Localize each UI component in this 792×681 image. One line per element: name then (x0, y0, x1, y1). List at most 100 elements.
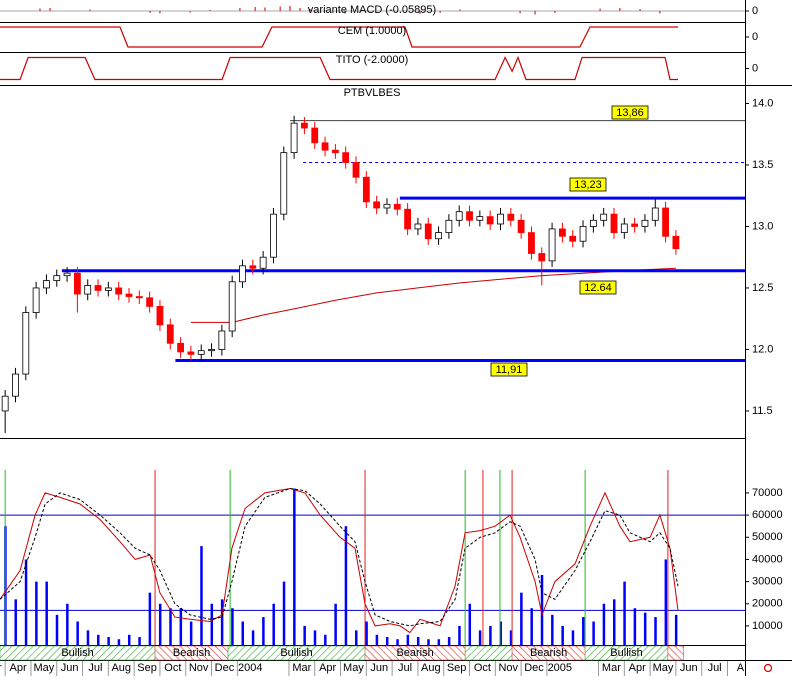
volume-bar (66, 603, 69, 645)
macd-bar (299, 8, 301, 11)
candle-body (104, 287, 112, 291)
volume-bar (86, 630, 90, 645)
volume-bar (344, 526, 348, 645)
candle-body (620, 223, 628, 233)
volume-bar (551, 614, 554, 645)
candle-body (414, 223, 422, 230)
candle-body (548, 228, 556, 262)
y-tick-label: 0 (752, 31, 758, 43)
volume-bar (654, 617, 657, 645)
candle-body (631, 223, 639, 227)
volume-bar (520, 592, 523, 645)
level-label-box (490, 362, 528, 377)
candle-body (12, 373, 19, 397)
volume-bar (509, 630, 513, 645)
macd-bar (289, 6, 291, 11)
candle-body (362, 176, 370, 203)
volume-bar (334, 603, 337, 645)
volume-bar (561, 625, 564, 645)
candle-body (651, 207, 659, 221)
candle-body (166, 324, 174, 344)
volume-bar (293, 488, 296, 645)
volume-bar (107, 637, 110, 645)
volume-bar (416, 637, 420, 645)
candle-body (135, 296, 143, 299)
regime-label: Bearish (530, 647, 567, 659)
candle-body (84, 285, 92, 295)
volume-bar (499, 621, 502, 645)
regime-label: Bearish (396, 647, 433, 659)
status-icon (763, 663, 773, 673)
candle-body (342, 152, 350, 163)
macd-bar (659, 11, 661, 14)
y-tick-label: 60000 (752, 509, 783, 521)
y-tick-label: 0 (752, 5, 758, 17)
y-tick-label: 13.5 (752, 159, 773, 171)
candle-body (73, 272, 81, 295)
macd-bar (619, 8, 621, 11)
candle-body (610, 213, 618, 233)
candle-body (331, 149, 339, 154)
x-tick-label: Sep (137, 662, 157, 674)
candle-body (569, 235, 577, 242)
volume-bar (530, 608, 533, 645)
volume-bar (582, 617, 585, 645)
macd-bar (264, 7, 266, 11)
volume-bar (365, 621, 368, 645)
candle-body (270, 213, 277, 258)
y-tick-label: 12.5 (752, 282, 773, 294)
macd-bar (309, 9, 311, 11)
x-tick-label: Nov (498, 662, 518, 674)
volume-bar (169, 608, 172, 645)
x-tick-label: Apr (9, 662, 26, 674)
volume-bar (478, 630, 482, 645)
x-tick-label: Apr (319, 662, 336, 674)
candle-body (280, 152, 288, 215)
macd-bar (599, 8, 601, 11)
volume-bar (602, 603, 606, 645)
macd-bar (439, 11, 441, 13)
volume-bar (324, 634, 327, 645)
candle-body (208, 349, 215, 352)
y-tick-label: 14.0 (752, 97, 773, 109)
volume-bar (282, 581, 286, 645)
panel-title: CEM (1.0000) (338, 25, 406, 37)
x-tick-label: Jun (61, 662, 79, 674)
macd-bar (149, 11, 151, 13)
panel-title: TITO (-2.0000) (336, 54, 409, 66)
volume-bar (623, 581, 626, 645)
candle-body (641, 219, 649, 227)
volume-bar (45, 581, 48, 645)
candle-body (239, 265, 246, 283)
regime-label: Bullish (61, 647, 93, 659)
candle-body (528, 232, 535, 254)
indicator-line (0, 26, 678, 48)
candle-body (393, 203, 401, 210)
x-tick-label: Aug (111, 662, 131, 674)
candle-body (321, 142, 329, 151)
candle-body (517, 219, 525, 233)
volume-bar (35, 581, 38, 645)
candle-body (249, 265, 257, 269)
x-tick-label: Nov (189, 662, 209, 674)
candle-body (662, 207, 669, 237)
volume-bar (55, 614, 59, 645)
x-tick-label: 2005 (548, 662, 572, 674)
volume-bar (447, 637, 451, 645)
volume-bar (468, 603, 472, 645)
x-tick-label: Oct (474, 662, 491, 674)
volume-bar (76, 621, 79, 645)
volume-bar (117, 639, 121, 645)
volume-bar (241, 621, 245, 645)
volume-bar (592, 621, 595, 645)
macd-bar (39, 8, 41, 11)
volume-bar (633, 608, 637, 645)
oscillator-line (0, 487, 679, 634)
volume-bar (262, 617, 265, 645)
x-tick-label: Jun (680, 662, 698, 674)
candle-body (43, 280, 50, 289)
candle-body (497, 213, 504, 225)
x-tick-label: 2004 (238, 662, 262, 674)
y-tick-label: 20000 (752, 598, 783, 610)
